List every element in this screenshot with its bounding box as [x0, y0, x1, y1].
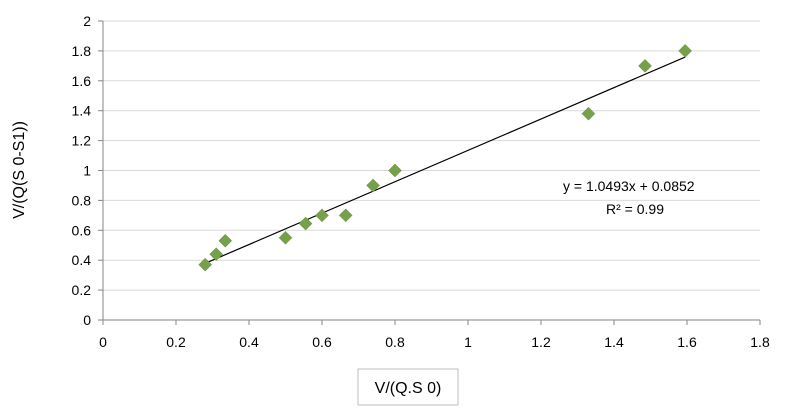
- x-tick-label: 0.4: [239, 334, 259, 350]
- data-point: [388, 163, 402, 178]
- y-tick-label: 0.8: [72, 192, 92, 208]
- r-squared-label: R² = 0.99: [606, 201, 664, 217]
- data-point: [315, 208, 329, 223]
- y-tick-label: 2: [83, 13, 91, 29]
- y-tick-label: 1.2: [72, 133, 92, 149]
- data-points: [198, 44, 693, 272]
- gridlines: [103, 20, 760, 291]
- axes: [98, 20, 761, 325]
- trendline-layer: [204, 56, 686, 264]
- data-point: [298, 216, 313, 231]
- x-tick-label: 0.8: [385, 334, 405, 350]
- data-point: [581, 106, 596, 121]
- tick-labels: 0 0.2 0.4 0.6 0.8 1 1.2 1.4 1.6 1.8 2 0 0.2 0.4 0.6 0.8…: [72, 13, 770, 350]
- x-axis-title: V/(Q.S 0): [375, 380, 442, 397]
- x-axis-title-box: [357, 368, 459, 406]
- y-tick-label: 0.6: [72, 222, 92, 238]
- y-tick-label: 0.2: [72, 282, 92, 298]
- data-point: [198, 257, 213, 272]
- data-point: [218, 233, 233, 248]
- x-tick-label: 1.8: [750, 334, 770, 350]
- y-axis-title: V/(Q(S 0-S1)): [11, 121, 28, 219]
- x-tick-label: 0.6: [312, 334, 332, 350]
- data-point: [278, 230, 293, 245]
- y-tick-label: 1.8: [72, 43, 92, 59]
- x-tick-label: 1: [464, 334, 472, 350]
- x-tick-label: 1.4: [604, 334, 624, 350]
- data-point: [366, 178, 380, 193]
- y-tick-label: 1.4: [72, 103, 92, 119]
- data-point: [338, 208, 353, 223]
- data-point: [638, 58, 652, 73]
- linear-trendline: [204, 56, 686, 264]
- data-point: [678, 44, 693, 58]
- y-tick-label: 0: [83, 312, 91, 328]
- y-tick-label: 1.6: [72, 73, 92, 89]
- data-point: [209, 247, 224, 262]
- y-tick-label: 0.4: [72, 252, 92, 268]
- x-tick-label: 0: [99, 334, 107, 350]
- x-tick-label: 1.2: [531, 334, 551, 350]
- x-tick-label: 0.2: [166, 334, 186, 350]
- x-tick-label: 1.6: [677, 334, 697, 350]
- y-tick-label: 1: [83, 163, 91, 179]
- trendline-equation: y = 1.0493x + 0.0852: [563, 178, 695, 194]
